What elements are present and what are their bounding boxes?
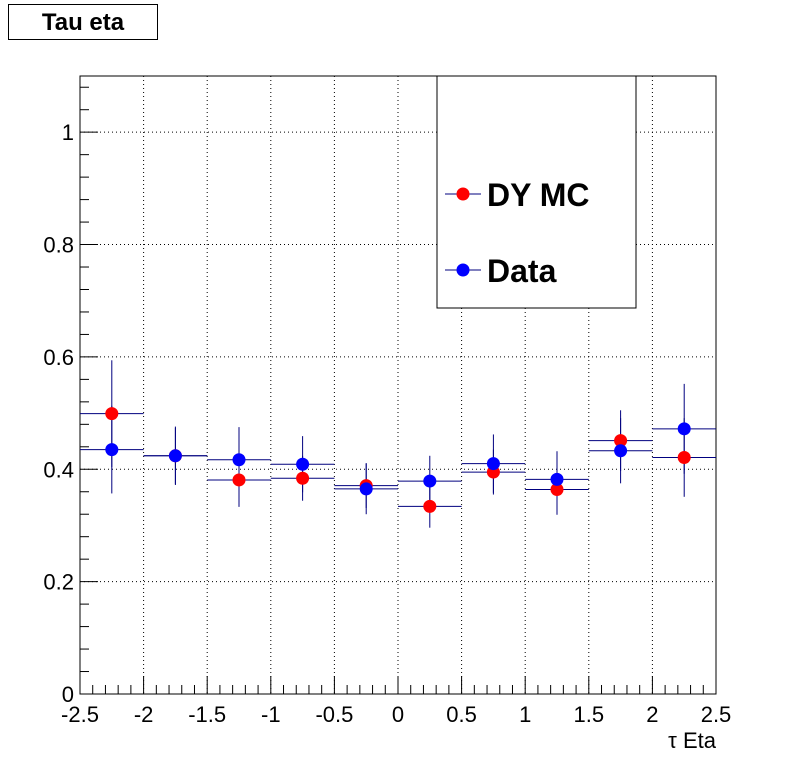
data-point	[614, 434, 628, 448]
x-tick-label: 1.5	[574, 702, 605, 727]
legend: DY MC Data	[436, 75, 637, 309]
x-tick-label: -2.5	[61, 702, 99, 727]
x-tick-label: 0.5	[446, 702, 477, 727]
data-point	[550, 482, 564, 496]
data-point	[486, 457, 500, 471]
data-point	[550, 472, 564, 486]
y-tick-label: 0.4	[43, 457, 74, 482]
legend-box	[436, 75, 637, 309]
legend-marker	[456, 187, 470, 201]
data-point	[359, 482, 373, 496]
data-point	[614, 444, 628, 458]
x-tick-label: 0	[392, 702, 404, 727]
x-tick-label: -2	[134, 702, 154, 727]
x-tick-label: 2	[646, 702, 658, 727]
data-point	[105, 407, 119, 421]
data-point	[168, 449, 182, 463]
legend-entry-label: Data	[487, 253, 557, 289]
x-tick-label: -0.5	[315, 702, 353, 727]
data-point	[232, 453, 246, 467]
data-point	[296, 457, 310, 471]
y-tick-label: 0.6	[43, 345, 74, 370]
x-tick-label: -1.5	[188, 702, 226, 727]
markers-data	[105, 422, 691, 496]
x-axis-label: τ Eta	[668, 728, 717, 753]
chart-title: Tau eta	[8, 4, 158, 40]
y-tick-label: 0.2	[43, 570, 74, 595]
grid-layer	[80, 76, 716, 694]
data-point	[105, 443, 119, 457]
legend-entry-label: DY MC	[487, 177, 590, 213]
data-point	[296, 471, 310, 485]
data-point	[677, 422, 691, 436]
data-point	[232, 473, 246, 487]
y-tick-label: 0.8	[43, 233, 74, 258]
x-tick-label: 2.5	[701, 702, 732, 727]
data-point	[677, 450, 691, 464]
legend-marker	[456, 263, 470, 277]
series-layer	[80, 360, 716, 528]
data-point	[423, 474, 437, 488]
axes-layer: -2.5 -2 -1.5 -1 -0.5 0 0.5 1 1.5 2 2.5 0 0.2 0.4 0.6 0.…	[43, 75, 732, 727]
x-tick-label: -1	[261, 702, 281, 727]
data-point	[423, 499, 437, 513]
y-tick-label: 0	[62, 682, 74, 707]
x-tick-label: 1	[519, 702, 531, 727]
y-tick-label: 1	[62, 120, 74, 145]
